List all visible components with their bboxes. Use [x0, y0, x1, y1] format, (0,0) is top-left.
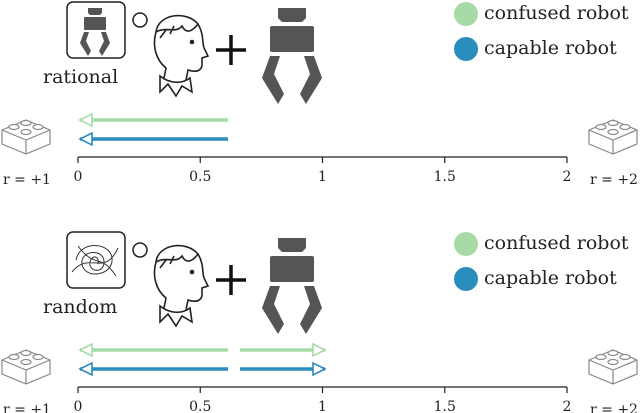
gripper-body [270, 26, 314, 52]
tick-label: 0 [74, 399, 83, 413]
gripper-icon [262, 8, 322, 104]
brick-stud [607, 128, 619, 136]
scarf [159, 304, 194, 328]
legend-label: confused robot [484, 2, 629, 24]
eye [189, 39, 195, 45]
gripper-right-jaw [300, 56, 322, 104]
brick-stud [8, 123, 20, 131]
plus-sign [216, 35, 246, 65]
panel: random confused robot capable robot r = +1 r… [1, 231, 638, 413]
human-face [153, 244, 210, 328]
reward-right: r = +2 [590, 172, 638, 188]
gripper-left-jaw [262, 56, 284, 104]
scarf [159, 74, 194, 98]
gripper-body [84, 17, 106, 30]
panel: rational confused robot capable robot r = +… [1, 1, 638, 188]
gripper-right-jaw [300, 286, 322, 334]
gripper-top [88, 8, 102, 15]
confused-arrow-head [78, 342, 93, 358]
brick-stud [595, 353, 607, 361]
strategy-label: random [43, 296, 117, 318]
gripper-left-jaw [262, 286, 284, 334]
scribble [71, 245, 119, 277]
brick-stud [607, 358, 619, 366]
brick-stud [619, 353, 631, 361]
gripper-top [278, 8, 306, 22]
human-face [153, 14, 210, 98]
reward-left: r = +1 [3, 402, 51, 413]
legend-swatch [454, 267, 478, 291]
legend-label: capable robot [484, 37, 617, 59]
tick-label: 2 [563, 169, 572, 185]
gripper-right-jaw [99, 32, 110, 56]
brick-stud [20, 358, 32, 366]
gripper-icon [262, 238, 322, 334]
gripper-left-jaw [80, 32, 91, 56]
gripper-icon [80, 8, 110, 56]
reward-left: r = +1 [3, 172, 51, 188]
tick-label: 1.5 [434, 399, 456, 413]
face-outline [153, 14, 210, 81]
thought-bubble [132, 12, 148, 28]
thought-bubble [132, 242, 148, 258]
reward-right: r = +2 [590, 402, 638, 413]
capable-arrow-head [78, 361, 93, 377]
brick-stud [619, 123, 631, 131]
gripper-top [278, 238, 306, 252]
legend-swatch [454, 37, 478, 61]
confused-arrow-right-head [312, 342, 327, 358]
strategy-label: rational [43, 66, 118, 88]
capable-arrow-head [78, 131, 93, 147]
brick-stud [607, 119, 619, 127]
tick-label: 1 [318, 169, 327, 185]
hair [155, 23, 199, 39]
eye [189, 269, 195, 275]
brick-stud [607, 349, 619, 357]
tick-label: 0.5 [189, 399, 211, 413]
brick-stud [32, 353, 44, 361]
brick-stud [595, 123, 607, 131]
legend-swatch [454, 2, 478, 26]
legend-label: confused robot [484, 232, 629, 254]
tick-label: 0 [74, 169, 83, 185]
tick-label: 0.5 [189, 169, 211, 185]
face-outline [153, 244, 210, 311]
brick-stud [20, 119, 32, 127]
plus-sign [216, 265, 246, 295]
capable-arrow-right-head [312, 361, 327, 377]
gripper-body [270, 256, 314, 282]
legend-label: capable robot [484, 267, 617, 289]
tick-label: 2 [563, 399, 572, 413]
tick-label: 1 [318, 399, 327, 413]
lego-brick [1, 349, 51, 385]
brick-stud [20, 128, 32, 136]
brick-stud [8, 353, 20, 361]
lego-brick [588, 119, 638, 155]
hair [155, 253, 199, 269]
lego-brick [588, 349, 638, 385]
tick-label: 1.5 [434, 169, 456, 185]
brick-stud [20, 349, 32, 357]
brick-stud [32, 123, 44, 131]
confused-arrow-head [78, 112, 93, 128]
lego-brick [1, 119, 51, 155]
legend-swatch [454, 232, 478, 256]
